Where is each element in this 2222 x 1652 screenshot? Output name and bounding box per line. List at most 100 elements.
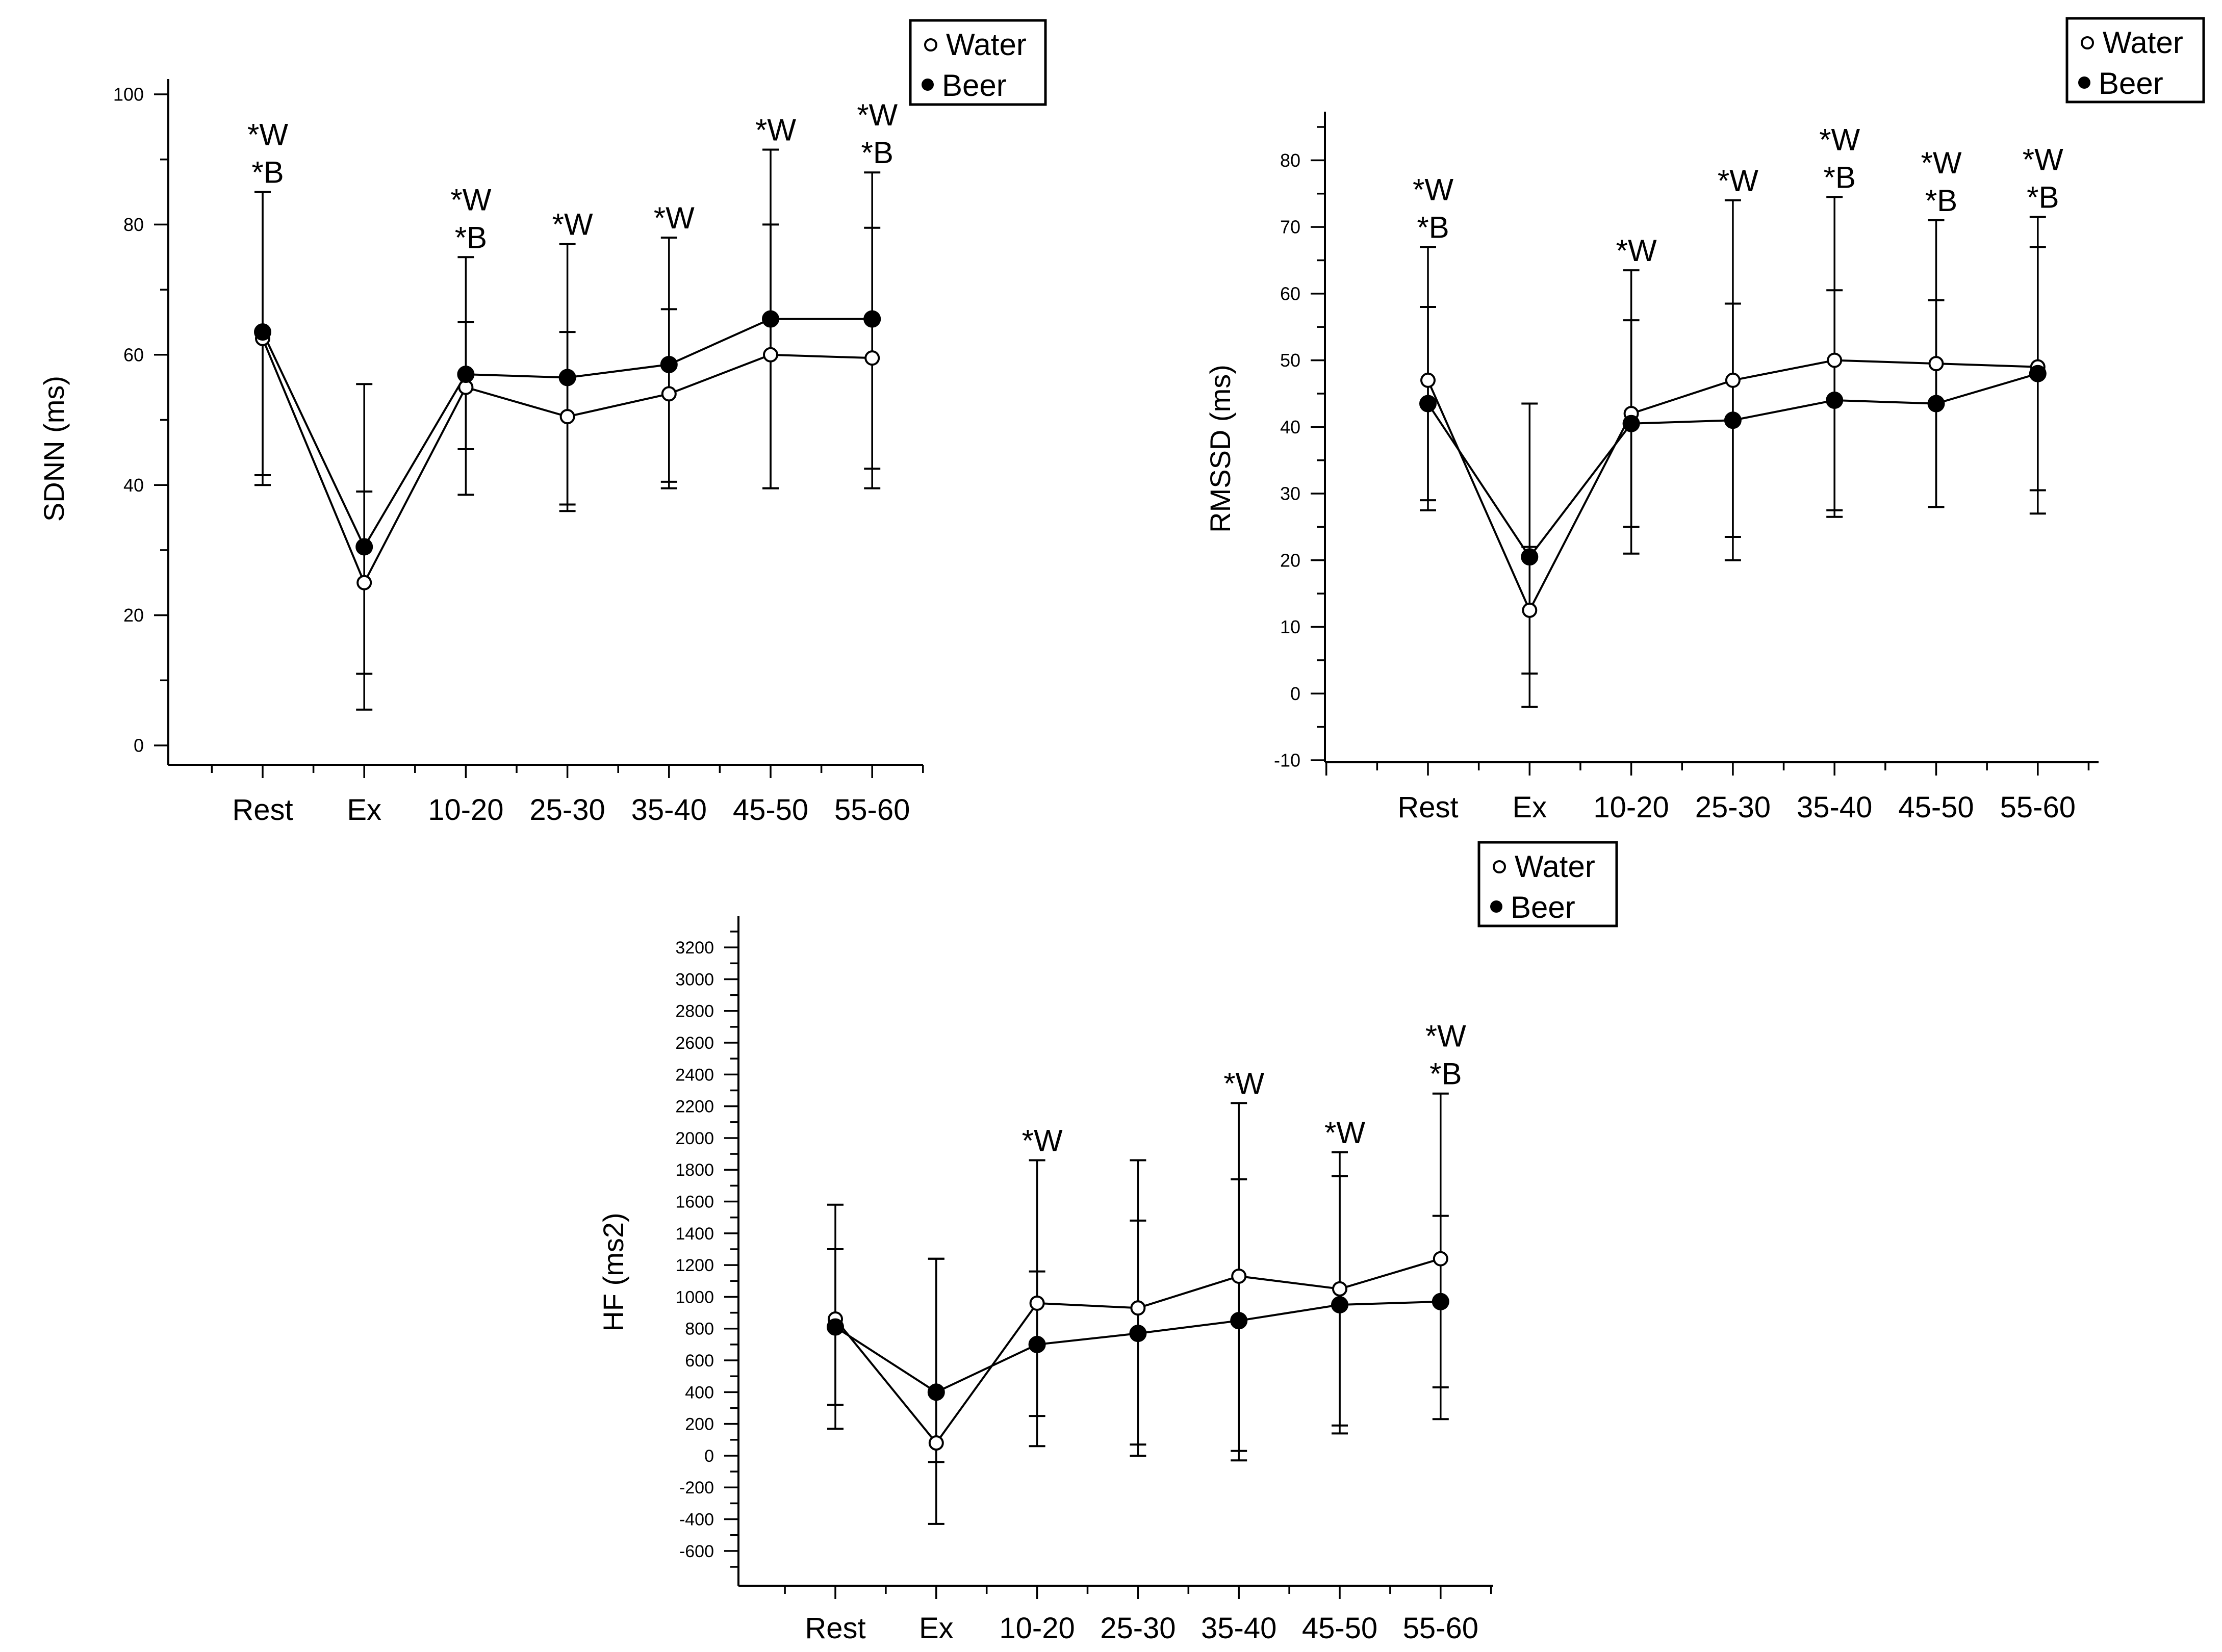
x-tick-label: 25-30: [1695, 791, 1771, 824]
y-tick-label: -600: [679, 1542, 714, 1561]
point-beer: [1521, 548, 1539, 566]
point-beer: [1230, 1312, 1248, 1330]
legend-water-label: Water: [946, 28, 1027, 62]
y-tick-label: 70: [1280, 217, 1300, 238]
point-water: [559, 409, 575, 425]
legend-beer-label: Beer: [1511, 890, 1575, 924]
point-beer: [1419, 395, 1437, 412]
y-tick-label: 400: [685, 1383, 714, 1402]
point-water: [1130, 1300, 1146, 1316]
point-water: [356, 575, 372, 590]
significance-label: *W: [450, 183, 491, 217]
x-tick-label: 45-50: [733, 793, 808, 827]
x-tick-label: 10-20: [999, 1612, 1075, 1645]
y-tick-label: 2400: [675, 1065, 714, 1085]
point-water: [1420, 372, 1436, 388]
x-tick-label: 10-20: [428, 793, 503, 827]
point-beer: [762, 310, 779, 328]
significance-label: *W: [1022, 1124, 1063, 1158]
y-tick-label: 2200: [675, 1097, 714, 1117]
x-tick-label: 45-50: [1302, 1612, 1377, 1645]
x-tick-label: Ex: [919, 1612, 954, 1645]
y-tick-label: 10: [1280, 616, 1300, 637]
y-tick-label: 20: [123, 605, 144, 626]
y-tick-label: 0: [704, 1447, 714, 1466]
y-tick-label: 3200: [675, 938, 714, 958]
significance-label: *W: [1616, 234, 1657, 268]
point-beer: [1028, 1335, 1046, 1353]
y-tick-label: 3000: [675, 970, 714, 989]
legend-water-label: Water: [1515, 849, 1595, 884]
significance-label: *W: [1921, 146, 1962, 180]
significance-label: *W: [1425, 1019, 1466, 1053]
significance-label: *B: [455, 220, 487, 254]
x-tick-label: Rest: [1397, 791, 1458, 824]
y-tick-label: 1000: [675, 1287, 714, 1307]
y-tick-label: 1200: [675, 1256, 714, 1275]
y-tick-label: 30: [1280, 483, 1300, 504]
significance-label: *B: [861, 136, 893, 170]
point-beer: [558, 369, 576, 386]
point-water: [1433, 1251, 1448, 1267]
y-axis-label: SDNN (ms): [38, 376, 70, 522]
y-tick-label: 1600: [675, 1192, 714, 1211]
y-tick-label: 0: [1290, 683, 1300, 704]
legend-water-marker: [2081, 36, 2094, 49]
y-tick-label: 2800: [675, 1002, 714, 1021]
y-tick-label: 80: [1280, 150, 1300, 171]
significance-label: *W: [1223, 1066, 1264, 1100]
significance-label: *W: [755, 113, 796, 147]
y-tick-label: 600: [685, 1351, 714, 1371]
point-beer: [2029, 365, 2047, 382]
x-tick-label: 35-40: [1201, 1612, 1276, 1645]
point-beer: [827, 1318, 844, 1336]
point-beer: [863, 310, 881, 328]
legend-box: [909, 19, 1047, 106]
x-tick-label: 55-60: [834, 793, 910, 827]
x-tick-label: 10-20: [1593, 791, 1669, 824]
y-tick-label: 40: [1280, 417, 1300, 437]
x-tick-label: Rest: [805, 1612, 865, 1645]
y-axis-label: RMSSD (ms): [1204, 365, 1236, 533]
x-tick-label: 55-60: [1403, 1612, 1478, 1645]
y-tick-label: 800: [685, 1320, 714, 1339]
significance-label: *W: [247, 118, 288, 152]
y-tick-label: 20: [1280, 550, 1300, 571]
x-tick-label: 35-40: [631, 793, 707, 827]
y-tick-label: 80: [123, 214, 144, 235]
significance-label: *B: [1417, 210, 1449, 244]
y-tick-label: -10: [1274, 750, 1300, 771]
significance-label: *W: [2023, 142, 2063, 176]
point-beer: [1331, 1296, 1348, 1314]
legend-beer-label: Beer: [942, 68, 1007, 102]
legend-beer-label: Beer: [2099, 66, 2163, 100]
significance-label: *W: [1819, 122, 1860, 157]
chart-panel-2: -10 0 10 20 30 40 50 60 70 80 RMSSD (ms) Rest Ex 10-2…: [1204, 17, 2205, 824]
x-tick-label: Ex: [1512, 791, 1547, 824]
point-water: [1332, 1281, 1347, 1297]
y-tick-label: 200: [685, 1415, 714, 1434]
y-axis-label: HF (ms2): [597, 1212, 629, 1331]
x-tick-label: 35-40: [1797, 791, 1872, 824]
legend-water-label: Water: [2103, 25, 2183, 60]
point-beer: [1826, 392, 1844, 409]
significance-label: *W: [857, 98, 898, 132]
significance-label: *B: [1925, 184, 1957, 218]
legend-water-marker: [924, 38, 937, 51]
significance-label: *W: [1324, 1116, 1365, 1150]
point-water: [864, 350, 880, 366]
point-beer: [1724, 411, 1742, 429]
significance-label: *W: [552, 208, 593, 242]
y-tick-label: 50: [1280, 350, 1300, 371]
point-water: [1029, 1295, 1045, 1311]
significance-label: *W: [1413, 172, 1453, 206]
legend-beer-marker: [1490, 900, 1502, 913]
point-beer: [1622, 415, 1640, 432]
y-tick-label: 2600: [675, 1034, 714, 1053]
point-water: [1725, 372, 1741, 388]
point-water: [661, 386, 677, 402]
significance-label: *B: [1429, 1057, 1462, 1091]
x-tick-label: 25-30: [1100, 1612, 1176, 1645]
x-tick-label: 45-50: [1898, 791, 1974, 824]
